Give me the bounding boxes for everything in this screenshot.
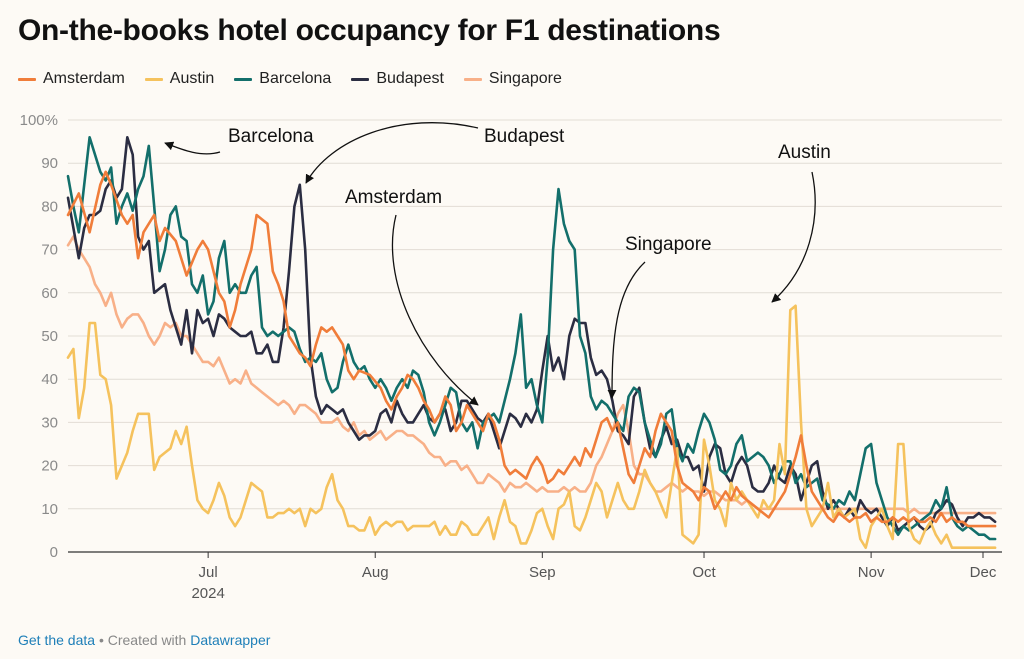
legend-label-austin: Austin: [169, 70, 215, 87]
x-tick-label: Jul: [199, 564, 218, 581]
legend-swatch-austin: [144, 77, 163, 81]
legend-label-amsterdam: Amsterdam: [43, 70, 125, 87]
x-tick-label: Oct: [692, 564, 716, 581]
annotation-label-singapore: Singapore: [625, 234, 712, 255]
legend-label-barcelona: Barcelona: [259, 70, 332, 87]
series-line-budapest: [66, 136, 997, 532]
legend-swatch-budapest: [351, 77, 370, 81]
get-the-data-link[interactable]: Get the data: [18, 632, 96, 648]
x-tick-label: Sep: [529, 564, 556, 581]
x-tick-sublabel: 2024: [191, 585, 224, 602]
y-tick-label: 10: [41, 501, 58, 518]
x-tick-label: Aug: [362, 564, 389, 581]
annotation-arrow-budapest: [305, 122, 479, 184]
series-line-austin: [66, 304, 997, 550]
series-lines: [66, 136, 997, 550]
legend-item-barcelona: Barcelona: [234, 70, 331, 88]
y-tick-label: 90: [41, 155, 58, 172]
annotations: Barcelona Budapest Amsterdam Singapore Austi…: [164, 122, 831, 406]
annotation-label-budapest: Budapest: [484, 126, 565, 147]
chart-title: On-the-books hotel occupancy for F1 dest…: [18, 14, 721, 47]
series-line-singapore: [66, 235, 997, 515]
legend-item-amsterdam: Amsterdam: [18, 70, 125, 88]
y-tick-label: 40: [41, 371, 58, 388]
annotation-arrow-amsterdam: [391, 214, 479, 406]
line-chart: 100% 90 80 70 60 50 40 30 20 10 0 Jul 2024 Aug Sep Oct…: [20, 112, 1002, 602]
x-axis: Jul 2024 Aug Sep Oct Nov Dec: [191, 552, 997, 602]
x-tick-label: Nov: [858, 564, 885, 581]
y-tick-label: 20: [41, 458, 58, 475]
y-axis: 100% 90 80 70 60 50 40 30 20 10 0: [20, 112, 58, 561]
y-tick-label: 100%: [20, 112, 58, 129]
x-tick-label: Dec: [970, 564, 997, 581]
datawrapper-link[interactable]: Datawrapper: [190, 632, 271, 648]
y-tick-label: 70: [41, 242, 58, 259]
legend-swatch-singapore: [463, 77, 482, 81]
footer: Get the data • Created with Datawrapper: [18, 632, 270, 648]
legend-item-budapest: Budapest: [351, 70, 444, 88]
footer-separator: • Created with: [95, 632, 191, 648]
annotation-arrow-singapore: [607, 261, 646, 399]
legend-item-austin: Austin: [144, 70, 215, 88]
annotation-arrow-barcelona: [164, 141, 221, 155]
series-line-amsterdam: [66, 170, 997, 528]
legend-swatch-amsterdam: [18, 77, 36, 81]
series-line-barcelona: [66, 136, 997, 541]
y-tick-label: 30: [41, 414, 58, 431]
y-tick-label: 50: [41, 328, 58, 345]
legend-item-singapore: Singapore: [463, 70, 562, 88]
annotation-label-austin: Austin: [778, 142, 831, 163]
legend-swatch-barcelona: [234, 77, 253, 81]
legend-label-singapore: Singapore: [488, 70, 562, 87]
gridlines: [68, 119, 1002, 553]
annotation-label-amsterdam: Amsterdam: [345, 187, 442, 208]
y-tick-label: 80: [41, 198, 58, 215]
y-tick-label: 0: [50, 544, 58, 561]
y-tick-label: 60: [41, 285, 58, 302]
legend-label-budapest: Budapest: [376, 70, 444, 87]
annotation-arrow-austin: [771, 171, 816, 303]
legend: Amsterdam Austin Barcelona Budapest Sing…: [18, 70, 562, 88]
annotation-label-barcelona: Barcelona: [228, 126, 314, 147]
